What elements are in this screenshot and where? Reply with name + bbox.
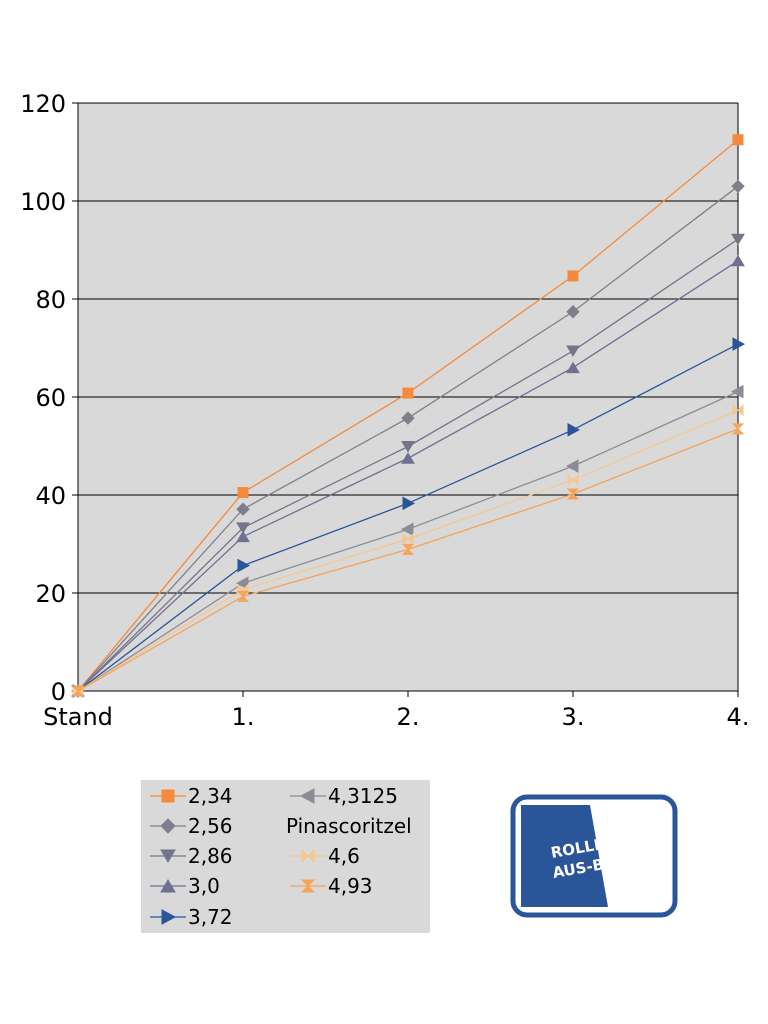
data-point (71, 685, 85, 697)
series-lines (70, 134, 746, 698)
legend-marker (300, 879, 316, 893)
series-8 (71, 423, 745, 697)
data-point (731, 233, 745, 246)
data-point (236, 590, 250, 602)
data-point (237, 558, 251, 573)
data-point (731, 179, 745, 194)
legend-marker (160, 818, 176, 834)
legend-box (141, 780, 430, 933)
legend-item: 2,86 (150, 844, 233, 868)
data-point (732, 337, 746, 351)
x-tick-label: Stand (43, 703, 113, 731)
data-point (732, 404, 744, 417)
y-tick-label: 60 (35, 384, 66, 412)
data-point (236, 530, 250, 543)
legend-item: 4,3125 Pinascoritzel (286, 784, 412, 838)
series-7 (72, 404, 744, 698)
legend-marker (299, 788, 315, 804)
data-point (401, 543, 415, 555)
x-tick-label: 4. (727, 703, 750, 731)
data-point (567, 270, 579, 282)
legend-item: 2,56 (150, 814, 233, 838)
y-tick-label: 20 (35, 580, 66, 608)
data-point (731, 254, 745, 267)
x-tick-label: 3. (562, 703, 585, 731)
x-axis-ticks: Stand 1. 2. 3. 4. (43, 691, 749, 731)
data-point (565, 459, 579, 473)
data-point (566, 345, 580, 357)
x-tick-label: 2. (397, 703, 420, 731)
data-point (237, 487, 249, 499)
legend-item: 4,6 (290, 844, 360, 868)
data-point (402, 387, 414, 399)
legend-label: 3,72 (188, 905, 233, 929)
legend-label: 4,3125 (328, 784, 398, 808)
data-point (401, 440, 415, 453)
data-point (567, 473, 579, 487)
data-point (400, 522, 414, 537)
legend-item: 2,34 (150, 784, 233, 808)
legend-label: 3,0 (188, 874, 220, 898)
legend-item: 3,72 (150, 905, 233, 929)
y-tick-label: 40 (35, 482, 66, 510)
y-tick-label: 120 (20, 90, 66, 118)
data-point (566, 361, 580, 374)
data-point (402, 532, 414, 546)
legend-label: 2,34 (188, 784, 233, 808)
legend-marker (161, 909, 177, 925)
data-point (402, 496, 416, 511)
data-point (401, 411, 415, 425)
data-point (235, 576, 249, 591)
y-axis-ticks: 0 20 40 60 80 100 120 (20, 90, 78, 706)
legend-marker (160, 879, 176, 893)
legend-label: 4,6 (328, 844, 360, 868)
data-point (236, 502, 250, 516)
data-point (236, 522, 250, 534)
legend-label-line2: Pinascoritzel (286, 814, 412, 838)
data-point (401, 452, 415, 464)
legend-label: 2,56 (188, 814, 233, 838)
data-point (731, 423, 745, 435)
data-point (566, 488, 580, 500)
x-tick-label: 1. (232, 703, 255, 731)
data-point (566, 305, 580, 319)
data-point (732, 134, 744, 146)
legend-marker (301, 848, 315, 864)
data-point (730, 384, 744, 399)
y-tick-label: 0 (51, 678, 66, 706)
legend-marker (160, 849, 176, 863)
data-point (567, 422, 581, 437)
legend-marker (161, 789, 175, 803)
y-tick-label: 100 (20, 188, 66, 216)
legend-label: 2,86 (188, 844, 233, 868)
y-tick-label: 80 (35, 286, 66, 314)
legend-label: 4,93 (328, 874, 373, 898)
legend-item: 4,93 (290, 874, 373, 898)
roller-aus-blech-logo: ROLLER- AUS-BLECH (510, 794, 678, 918)
legend-item: 3,0 (150, 874, 220, 898)
legend: 2,342,562,863,03,724,3125Pinascoritzel4,… (150, 784, 412, 929)
